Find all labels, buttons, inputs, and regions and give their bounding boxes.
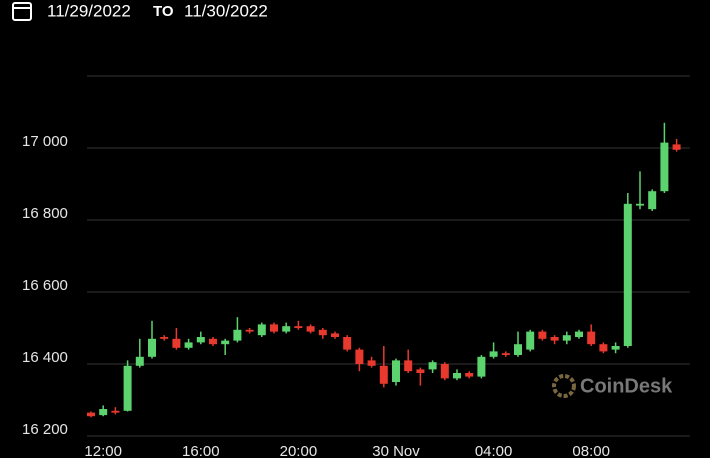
candle-body: [343, 337, 352, 350]
candle-body: [440, 364, 449, 379]
y-tick-label: 17 000: [22, 133, 68, 150]
candle-body: [465, 373, 474, 377]
candle-body: [392, 360, 400, 382]
candle-body: [233, 329, 242, 341]
candle-body: [416, 369, 425, 373]
date-from: 11/29/2022: [47, 1, 131, 20]
candle-body: [135, 356, 144, 366]
x-tick-label: 30 Nov: [372, 443, 420, 458]
watermark-text: CoinDesk: [580, 375, 673, 397]
candle-body: [538, 331, 547, 339]
candle-body: [379, 365, 388, 384]
candle-body: [196, 337, 205, 343]
candle-body: [245, 329, 254, 332]
watermark: CoinDesk: [552, 374, 673, 398]
candle-body: [160, 337, 169, 339]
candle-body: [294, 326, 303, 328]
candle-body: [648, 191, 657, 210]
candle-body: [367, 360, 376, 366]
candle-body: [636, 203, 644, 206]
candle-body: [172, 338, 181, 348]
candle-body: [282, 326, 291, 332]
candle-body: [526, 331, 535, 350]
candle-body: [660, 142, 669, 192]
candle-body: [587, 331, 596, 345]
candle-body: [489, 351, 498, 357]
candle-body: [123, 365, 132, 411]
candle-body: [428, 362, 437, 370]
candle-body: [306, 326, 315, 332]
y-tick-label: 16 800: [22, 205, 68, 222]
candle-body: [99, 409, 108, 416]
candle-body: [453, 373, 461, 379]
candle-body: [404, 360, 413, 372]
candle-body: [575, 331, 583, 337]
candle-body: [514, 344, 522, 355]
candle-body: [184, 342, 193, 348]
candle-body: [550, 337, 559, 341]
candle-body: [501, 353, 510, 355]
candle-body: [270, 324, 278, 332]
x-tick-label: 16:00: [182, 443, 220, 458]
y-tick-label: 16 200: [22, 421, 68, 438]
candle-body: [623, 203, 632, 346]
candle-body: [209, 338, 217, 345]
x-tick-label: 12:00: [84, 443, 122, 458]
candle-body: [318, 329, 327, 336]
x-tick-label: 04:00: [475, 443, 513, 458]
candle-body: [599, 344, 608, 352]
candle-body: [672, 144, 681, 150]
candle-body: [87, 412, 95, 417]
candle-body: [111, 410, 120, 413]
candle-body: [257, 324, 266, 336]
calendar-icon: [12, 2, 32, 21]
y-tick-label: 16 600: [22, 277, 68, 294]
candle-body: [331, 333, 339, 337]
candle-body: [221, 340, 230, 345]
candle-body: [562, 335, 571, 341]
x-tick-label: 20:00: [280, 443, 318, 458]
candle-body: [611, 346, 620, 350]
date-to: 11/30/2022: [184, 1, 268, 20]
y-tick-label: 16 400: [22, 349, 68, 366]
x-tick-label: 08:00: [572, 443, 610, 458]
candle-body: [355, 349, 364, 364]
candle-body: [477, 356, 486, 377]
date-to-label: TO: [153, 3, 174, 20]
candle-body: [148, 338, 156, 357]
